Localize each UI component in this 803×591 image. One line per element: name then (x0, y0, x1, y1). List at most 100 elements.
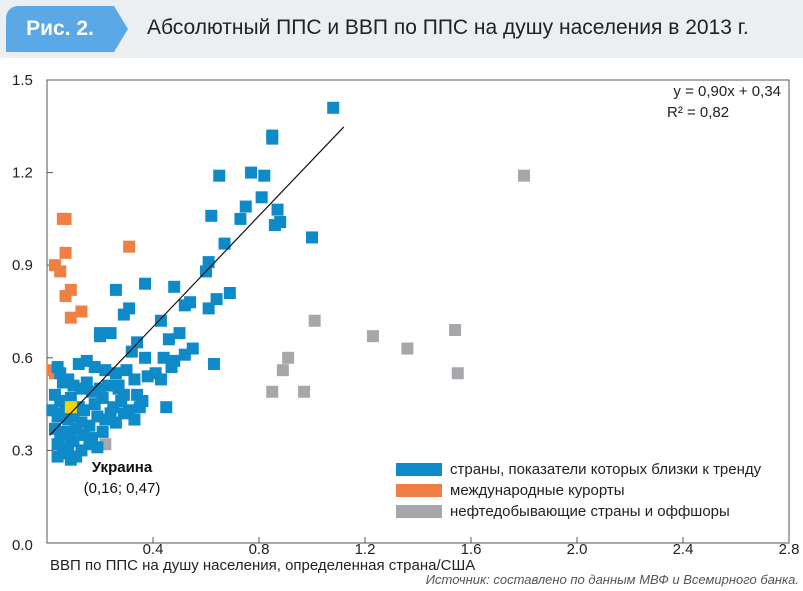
data-point (64, 391, 77, 404)
data-point (271, 203, 284, 216)
data-point (120, 364, 133, 377)
data-point (109, 367, 122, 380)
data-point (401, 342, 414, 355)
data-point (173, 327, 186, 340)
data-point (327, 101, 340, 114)
data-point (133, 401, 146, 414)
regression-equation: y = 0,90x + 0,34 (673, 83, 781, 100)
legend-swatch (396, 484, 442, 497)
ukraine-annotation-value: (0,16; 0,47) (84, 480, 161, 497)
data-point (162, 333, 175, 346)
x-tick-label: 1.2 (355, 541, 376, 558)
data-point (67, 435, 80, 448)
data-point (239, 200, 252, 213)
data-point (75, 305, 88, 318)
data-point (160, 401, 173, 414)
data-point (117, 308, 130, 321)
ukraine-data-point (64, 401, 77, 414)
figure-label: Рис. 2. (6, 6, 114, 52)
x-axis: 0.4 0.8 1.2 1.6 2.0 2.4 2.8 (143, 537, 800, 558)
data-point (168, 280, 181, 293)
data-point (83, 438, 96, 451)
data-point (94, 330, 106, 343)
data-point (115, 395, 128, 408)
data-point (64, 311, 77, 324)
x-tick-label: 2.8 (779, 541, 800, 558)
data-point (101, 379, 114, 392)
source-note: Источник: составлено по данным МВФ и Все… (426, 572, 799, 587)
data-point (112, 379, 125, 392)
data-point (83, 419, 96, 432)
data-point (123, 240, 136, 253)
data-point (117, 407, 130, 420)
data-point (62, 441, 75, 454)
data-point (298, 385, 311, 398)
figure-label-arrow (114, 6, 128, 52)
chart-header: Рис. 2. Абсолютный ППС и ВВП по ППС на д… (0, 0, 803, 58)
data-point (128, 373, 141, 386)
data-point (109, 283, 122, 296)
data-point (62, 373, 75, 386)
data-point (59, 290, 72, 303)
data-point (96, 425, 109, 438)
data-point (207, 357, 220, 370)
data-point (282, 351, 295, 364)
data-point (139, 277, 152, 290)
x-tick-label: 2.4 (673, 541, 694, 558)
legend-swatch (396, 463, 442, 476)
data-point (178, 348, 191, 361)
x-tick-label: 0.8 (249, 541, 270, 558)
data-point (234, 212, 247, 225)
ukraine-annotation-name: Украина (92, 459, 153, 476)
data-point (139, 351, 152, 364)
legend-swatch (396, 505, 442, 518)
data-point (178, 299, 191, 312)
data-point (88, 361, 101, 374)
x-tick-label: 0.4 (143, 541, 164, 558)
data-point (99, 364, 112, 377)
scatter-chart: 0.3 0.6 0.9 1.2 1.5 0.4 0.8 1.2 1.6 2.0 2.4 2.8 0.… (12, 72, 800, 587)
legend-label: страны, показатели которых близки к трен… (450, 461, 762, 478)
data-point (59, 246, 72, 259)
data-point (131, 336, 144, 349)
y-axis: 0.3 0.6 0.9 1.2 1.5 (12, 72, 53, 459)
data-point (59, 212, 72, 225)
data-point (54, 265, 67, 278)
data-point (223, 286, 236, 299)
data-point (518, 169, 530, 182)
y-tick-label: 0.6 (12, 350, 33, 367)
data-point (258, 169, 271, 182)
data-point (205, 209, 218, 222)
data-point (266, 132, 279, 145)
data-point (80, 376, 93, 389)
data-point (165, 361, 178, 374)
x-tick-label: 1.6 (461, 541, 482, 558)
r-squared-label: R² = 0,82 (667, 104, 729, 121)
data-point (70, 450, 83, 463)
data-point (123, 302, 136, 315)
data-point (157, 351, 170, 364)
data-point (255, 191, 268, 204)
y-tick-label: 0.3 (12, 442, 33, 459)
data-point (451, 367, 464, 380)
data-point (268, 219, 281, 232)
origin-tick-label: 0.0 (12, 537, 33, 554)
legend: страны, показатели которых близки к трен… (396, 461, 762, 520)
data-point (78, 404, 91, 417)
data-point (306, 231, 318, 244)
data-point (449, 324, 462, 337)
data-point (128, 413, 141, 426)
data-point (104, 407, 117, 420)
data-point (154, 314, 167, 327)
y-tick-label: 1.5 (12, 72, 33, 89)
x-tick-label: 2.0 (567, 541, 588, 558)
data-point (125, 345, 138, 358)
data-point (245, 166, 258, 179)
data-point (109, 416, 122, 429)
chart-title: Абсолютный ППС и ВВП по ППС на душу насе… (147, 16, 749, 39)
legend-label: международные курорты (450, 482, 625, 499)
trend-line (49, 126, 345, 436)
data-point (366, 330, 379, 343)
data-point (266, 385, 279, 398)
data-point (96, 391, 109, 404)
